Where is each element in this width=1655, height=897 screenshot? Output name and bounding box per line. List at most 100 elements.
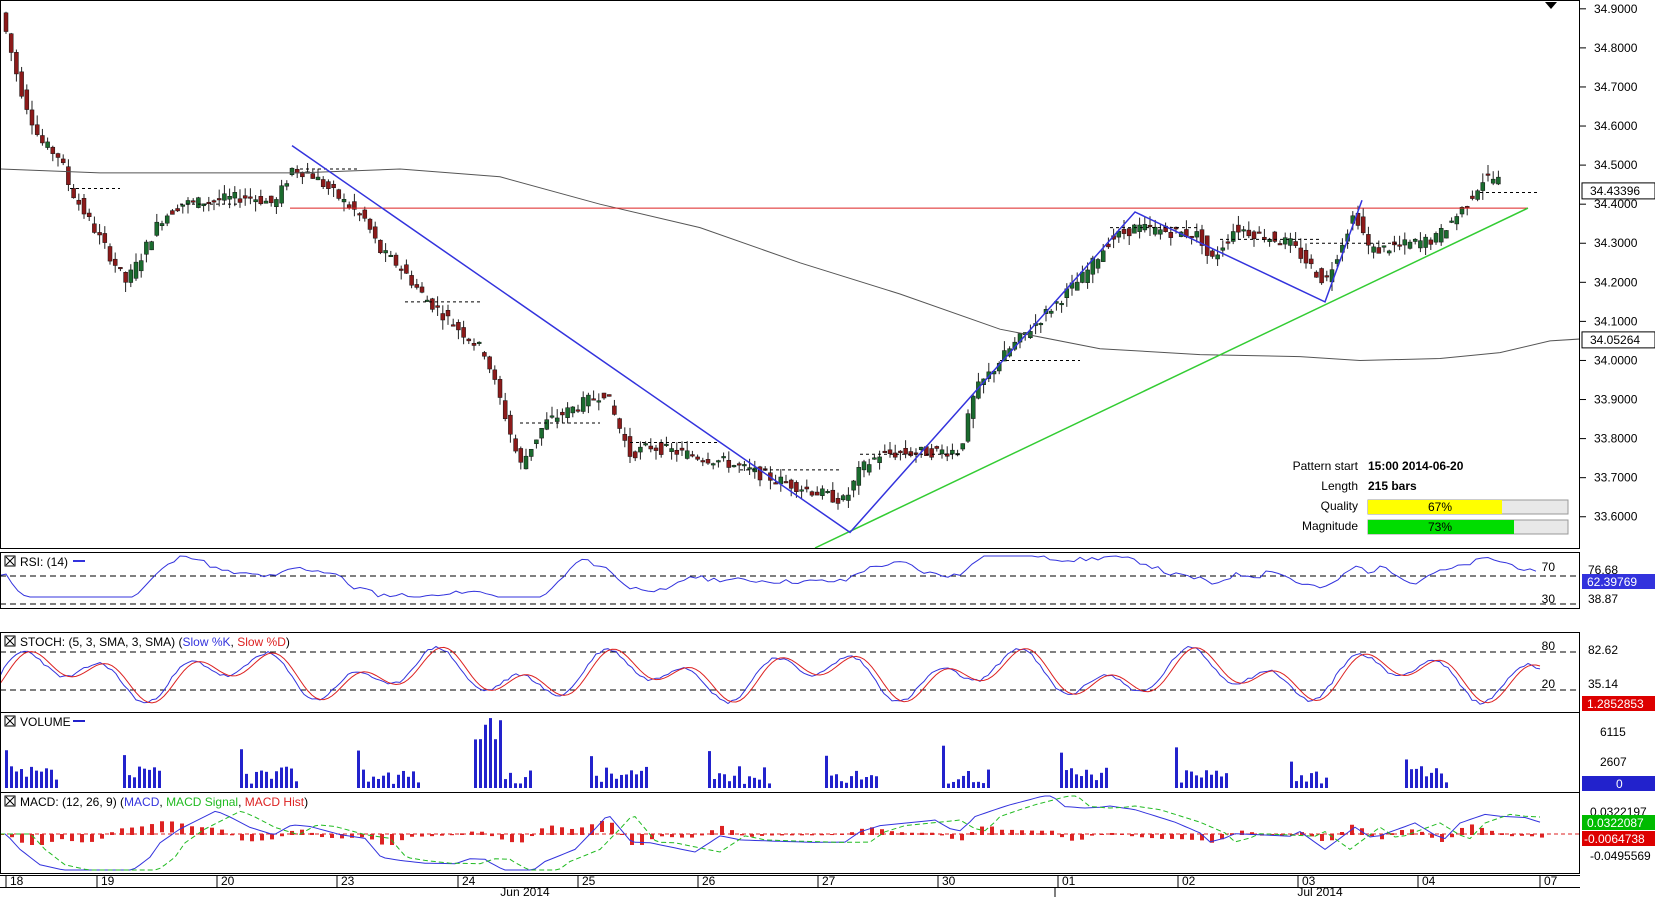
macd-hist-bar <box>970 832 974 835</box>
volume-bar <box>635 774 638 788</box>
macd-hist-bar <box>450 834 454 836</box>
candle-body <box>606 394 612 397</box>
candle-body <box>24 89 30 110</box>
candle-body <box>435 305 440 308</box>
volume-bar <box>5 750 8 788</box>
candle-body <box>908 451 914 456</box>
macd-hist-bar <box>710 830 714 835</box>
volume-title: VOLUME <box>20 715 71 729</box>
candle-body <box>960 443 966 450</box>
macd-hist-bar <box>1160 834 1164 839</box>
volume-bar <box>1445 782 1448 788</box>
candle-body <box>3 12 9 32</box>
volume-bar <box>260 770 263 788</box>
macd-hist-bar <box>260 834 264 841</box>
candle-body <box>1168 232 1174 238</box>
candle-body <box>773 482 778 485</box>
candle-body <box>632 451 638 459</box>
candle-body <box>232 192 238 199</box>
macd-hist-bar <box>340 834 344 839</box>
candle-body <box>419 286 425 293</box>
candle-body <box>731 465 737 468</box>
collapse-arrow-icon[interactable] <box>1545 2 1557 9</box>
macd-hist-bar <box>1070 834 1074 841</box>
macd-hist-bar <box>920 832 924 835</box>
candle-body <box>1038 323 1044 326</box>
candle-body <box>1256 231 1262 234</box>
candle-body <box>1225 241 1231 244</box>
volume-bar <box>417 782 420 788</box>
candle-body <box>1048 310 1054 314</box>
macd-hist-bar <box>1430 834 1434 838</box>
volume-bar <box>1405 759 1408 788</box>
volume-bar <box>708 751 711 788</box>
candle-body <box>1220 247 1226 251</box>
support-trend-line <box>814 207 1529 548</box>
candle-body <box>1085 269 1090 283</box>
macd-hist-bar <box>880 829 884 835</box>
macd-hist-bar <box>1270 834 1274 836</box>
day-label: 19 <box>101 874 115 888</box>
candle-body <box>1090 257 1096 275</box>
macd-hist-bar <box>1470 824 1474 835</box>
volume-bar <box>743 783 746 788</box>
volume-bar <box>509 772 512 788</box>
candle-body <box>508 414 513 435</box>
macd-hist-bar <box>790 834 794 836</box>
macd-hist-bar <box>1130 834 1134 837</box>
candle-body <box>1485 173 1491 176</box>
candle-body <box>1126 228 1132 237</box>
candle-body <box>341 199 347 203</box>
day-label: 24 <box>462 874 476 888</box>
macd-pane <box>0 792 1580 874</box>
candle-body <box>1386 250 1392 254</box>
volume-bar <box>362 769 365 788</box>
candle-body <box>102 233 108 243</box>
volume-bar <box>1300 775 1303 788</box>
macd-hist-bar <box>700 834 704 836</box>
candle-body <box>60 158 66 164</box>
macd-hist-bar <box>1530 834 1534 837</box>
volume-bar <box>1095 780 1098 788</box>
macd-hist-bar <box>740 834 744 836</box>
macd-hist-bar <box>460 833 464 835</box>
macd-hist-bar <box>480 831 484 835</box>
volume-bar <box>1090 774 1093 788</box>
macd-hist-bar <box>1490 830 1494 835</box>
macd-value-tag <box>1582 815 1655 830</box>
candle-body <box>944 453 950 457</box>
macd-hist-bar <box>350 834 354 838</box>
candle-body <box>1277 243 1283 246</box>
volume-bar <box>640 770 643 788</box>
volume-plot-area <box>5 718 1448 788</box>
volume-bar <box>138 766 141 788</box>
volume-bar <box>265 771 268 788</box>
macd-axis-low: -0.0495569 <box>1590 849 1651 863</box>
macd-hist-bar <box>670 834 674 838</box>
candle-body <box>86 212 92 217</box>
volume-bar <box>275 771 278 788</box>
macd-hist-bar <box>1390 833 1394 835</box>
volume-bar <box>942 745 945 788</box>
candle-body <box>159 223 165 226</box>
candle-body <box>409 275 414 286</box>
candle-body <box>658 442 664 455</box>
price-tick-label: 34.0000 <box>1594 353 1638 367</box>
volume-bar <box>474 739 477 788</box>
candle-body <box>1100 250 1106 262</box>
candle-body <box>227 196 232 200</box>
candle-body <box>456 322 461 331</box>
macd-hist-bar <box>250 834 254 842</box>
macd-hist-bar <box>70 834 74 842</box>
volume-bar <box>407 776 410 788</box>
volume-bar <box>489 718 492 788</box>
candle-body <box>1480 182 1486 191</box>
month-label: Jul 2014 <box>1297 885 1343 897</box>
candle-body <box>866 464 872 473</box>
candle-body <box>268 195 274 204</box>
volume-bar <box>1320 783 1323 788</box>
candle-body <box>783 481 789 484</box>
volume-bar <box>10 766 13 788</box>
candle-body <box>118 267 123 270</box>
